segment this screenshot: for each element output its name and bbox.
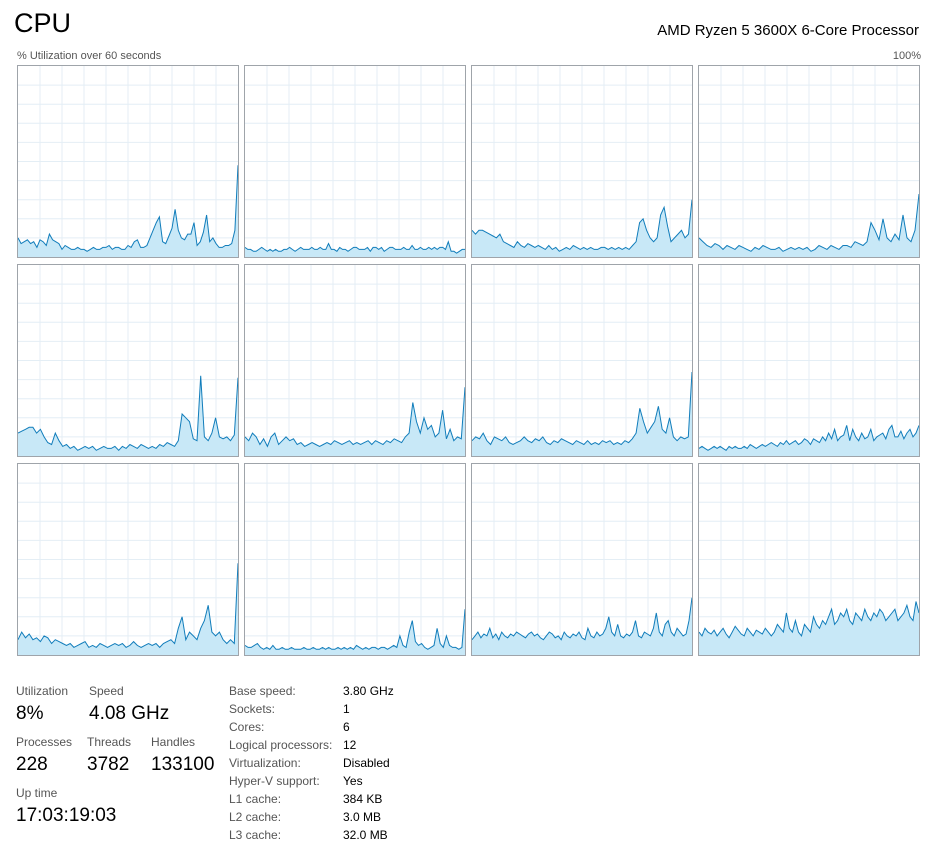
utilization-line xyxy=(472,371,692,446)
spec-label: Virtualization: xyxy=(229,756,301,770)
utilization-area xyxy=(245,609,465,655)
cpu-core-graph[interactable] xyxy=(698,463,920,656)
utilization-line xyxy=(18,563,238,649)
cpu-core-chart xyxy=(699,464,919,655)
cpu-core-graph[interactable] xyxy=(698,264,920,457)
utilization-line xyxy=(472,199,692,252)
cpu-core-chart xyxy=(472,464,692,655)
utilization-area xyxy=(245,241,465,257)
processes-label: Processes xyxy=(16,735,73,749)
cpu-core-chart xyxy=(472,265,692,456)
utilization-line xyxy=(18,165,238,252)
cpu-core-graph[interactable] xyxy=(698,65,920,258)
spec-value: 32.0 MB xyxy=(343,828,388,842)
utilization-line xyxy=(245,609,465,650)
cpu-core-chart xyxy=(245,66,465,257)
spec-label: Hyper-V support: xyxy=(229,774,320,788)
utilization-area xyxy=(18,563,238,655)
utilization-line xyxy=(699,601,919,639)
speed-label: Speed xyxy=(89,684,124,698)
cpu-core-graph[interactable] xyxy=(17,264,239,457)
threads-value: 3782 xyxy=(87,754,130,775)
handles-value: 133100 xyxy=(151,754,215,775)
graph-max-label: 100% xyxy=(892,50,921,62)
threads-label: Threads xyxy=(87,735,132,749)
cpu-core-chart xyxy=(18,66,238,257)
cpu-core-chart xyxy=(245,265,465,456)
cpu-core-graph[interactable] xyxy=(17,65,239,258)
cpu-core-graph[interactable] xyxy=(471,264,693,457)
spec-label: Base speed: xyxy=(229,684,296,698)
graph-subtitle: % Utilization over 60 seconds xyxy=(17,50,162,62)
spec-value: 3.80 GHz xyxy=(343,684,394,698)
utilization-line xyxy=(699,424,919,451)
utilization-line xyxy=(245,240,465,254)
processes-value: 228 xyxy=(16,754,48,775)
utilization-value: 8% xyxy=(16,703,44,724)
utilization-area xyxy=(472,597,692,655)
spec-value: Yes xyxy=(343,774,363,788)
cpu-core-chart xyxy=(472,66,692,257)
cpu-core-graph[interactable] xyxy=(244,463,466,656)
cpu-core-graph[interactable] xyxy=(244,264,466,457)
utilization-area xyxy=(472,199,692,257)
cpu-core-chart xyxy=(18,265,238,456)
speed-value: 4.08 GHz xyxy=(89,703,170,724)
spec-value: 6 xyxy=(343,720,350,734)
spec-value: 384 KB xyxy=(343,792,383,806)
spec-value: 3.0 MB xyxy=(343,810,382,824)
utilization-line xyxy=(18,375,238,452)
uptime-label: Up time xyxy=(16,786,58,800)
cpu-core-graph[interactable] xyxy=(471,65,693,258)
utilization-area xyxy=(699,194,919,257)
processor-name: AMD Ryzen 5 3600X 6-Core Processor xyxy=(657,22,919,39)
spec-label: L3 cache: xyxy=(229,828,282,842)
spec-label: L1 cache: xyxy=(229,792,282,806)
spec-value: Disabled xyxy=(343,756,390,770)
utilization-line xyxy=(472,597,692,641)
utilization-area xyxy=(699,425,919,456)
utilization-line xyxy=(699,193,919,252)
spec-label: Logical processors: xyxy=(229,738,333,752)
spec-label: Sockets: xyxy=(229,702,276,716)
cpu-core-chart xyxy=(699,265,919,456)
utilization-line xyxy=(245,387,465,448)
utilization-area xyxy=(699,601,919,655)
cpu-graph-grid[interactable] xyxy=(17,65,921,658)
handles-label: Handles xyxy=(151,735,196,749)
utilization-area xyxy=(18,375,238,456)
uptime-value: 17:03:19:03 xyxy=(16,805,117,826)
cpu-core-chart xyxy=(18,464,238,655)
cpu-core-chart xyxy=(245,464,465,655)
utilization-label: Utilization xyxy=(16,684,69,698)
utilization-area xyxy=(18,165,238,257)
cpu-core-chart xyxy=(699,66,919,257)
cpu-core-graph[interactable] xyxy=(17,463,239,656)
spec-label: L2 cache: xyxy=(229,810,282,824)
page-title: CPU xyxy=(14,8,72,38)
cpu-core-graph[interactable] xyxy=(244,65,466,258)
cpu-core-graph[interactable] xyxy=(471,463,693,656)
spec-value: 1 xyxy=(343,702,350,716)
spec-label: Cores: xyxy=(229,720,265,734)
spec-value: 12 xyxy=(343,738,357,752)
utilization-area xyxy=(472,372,692,456)
utilization-area xyxy=(245,387,465,456)
